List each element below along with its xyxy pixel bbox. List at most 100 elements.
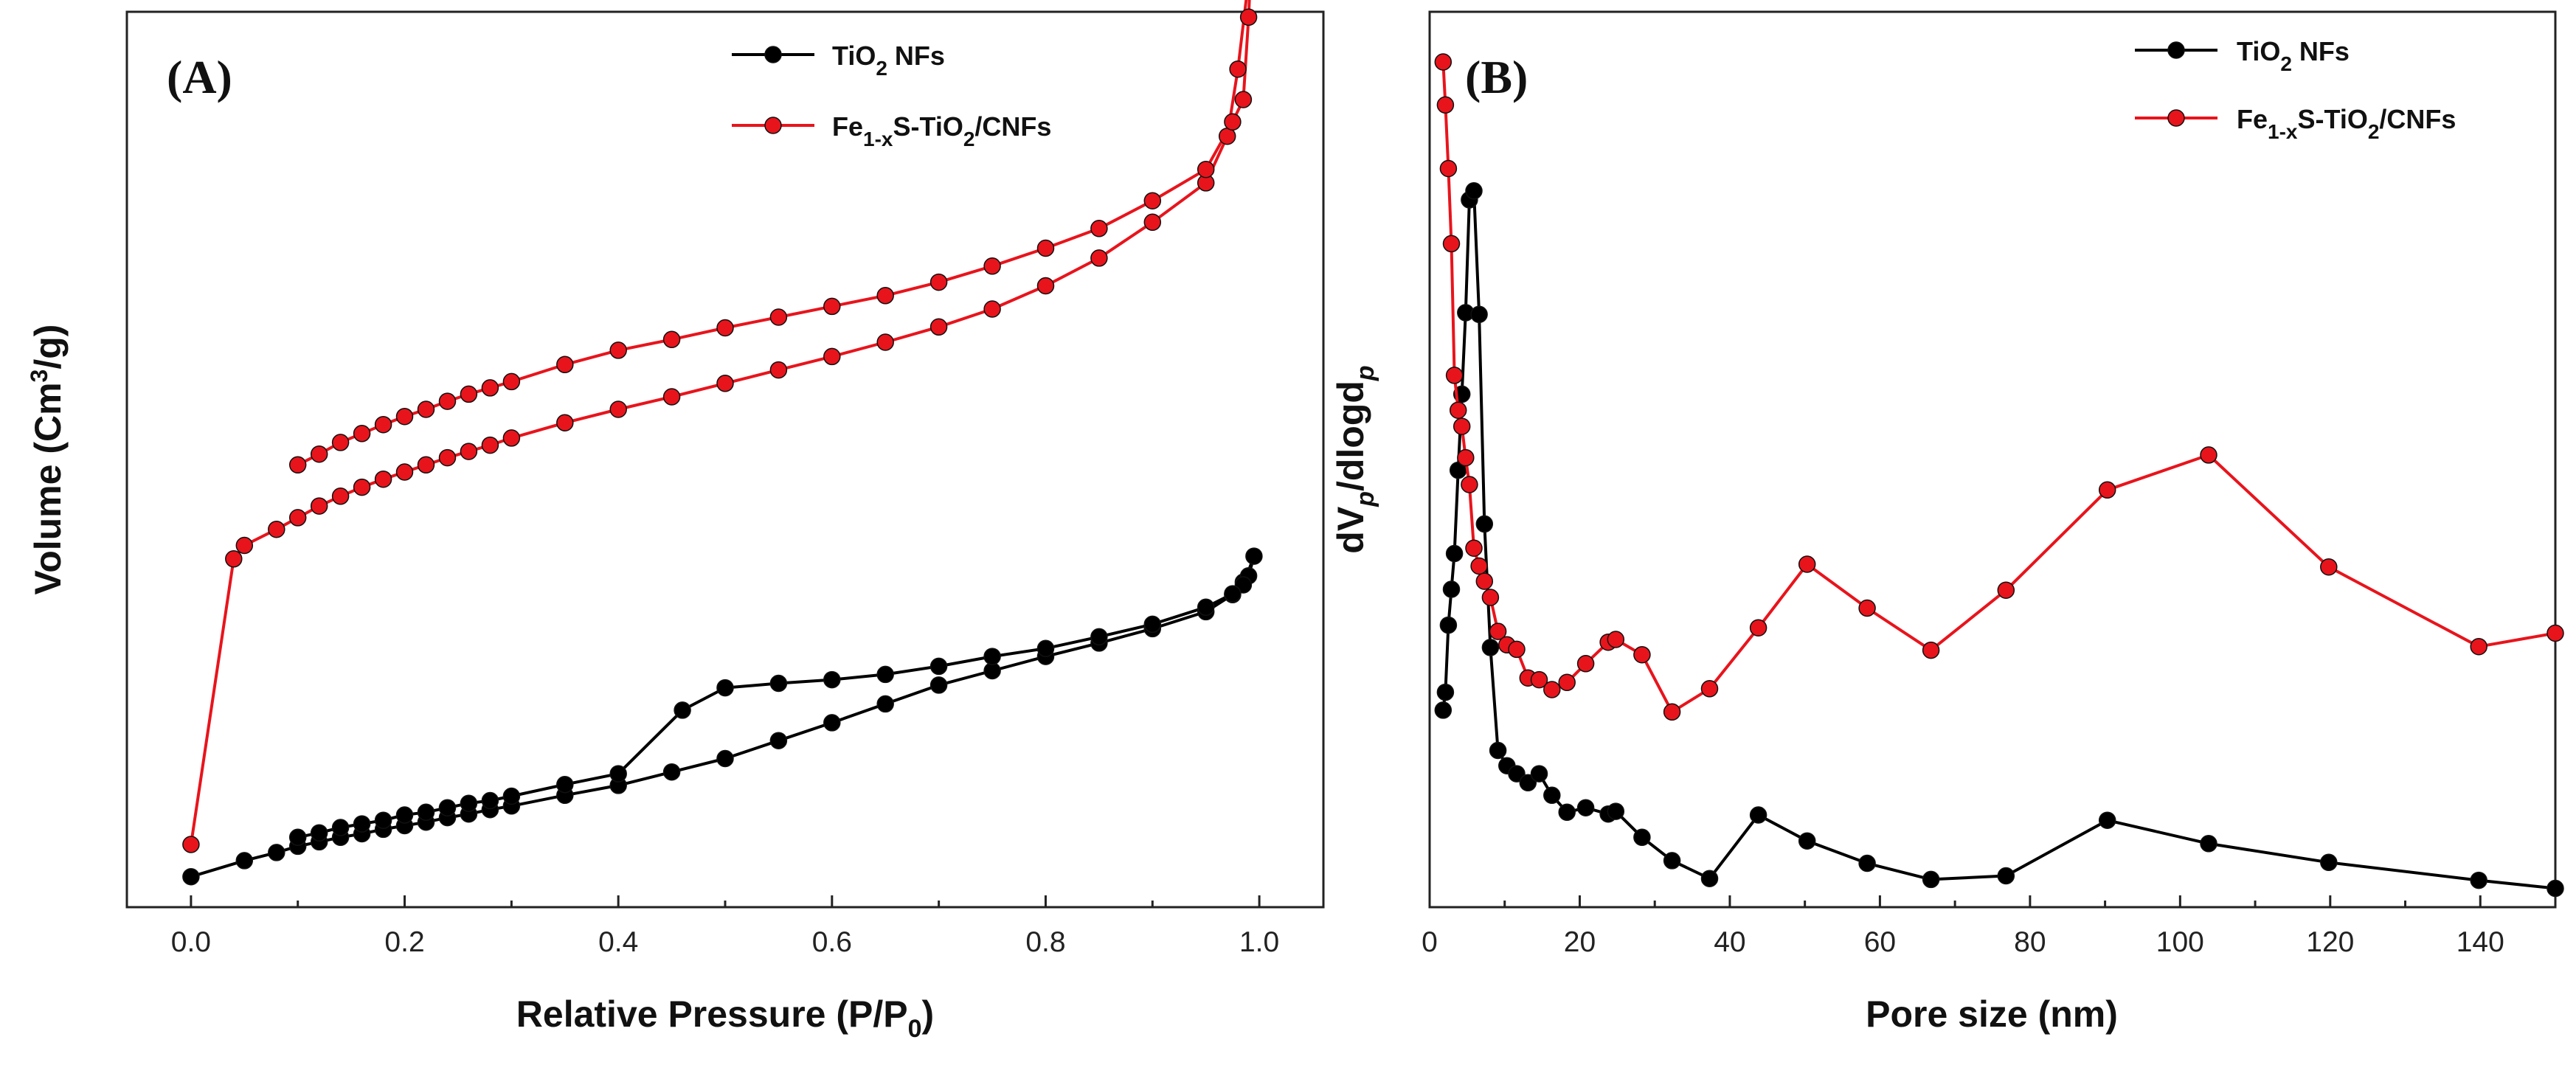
panel-b-data-point — [1858, 854, 1876, 873]
panel-b-data-point — [1489, 622, 1507, 640]
panel-b-data-point — [1922, 870, 1940, 889]
panel-a-data-point — [288, 509, 307, 527]
panel-b-data-point — [2470, 637, 2487, 656]
panel-b-data-point — [1633, 828, 1651, 847]
panel-a-x-tick-label: 1.0 — [1239, 926, 1279, 958]
panel-b: 0 20 40 60 80 100 120 140 (B) TiO2 NFs Fe1-xS-T… — [1330, 10, 2564, 1035]
panel-b-legend-label-tio2: TiO2 NFs — [2237, 36, 2350, 75]
panel-b-data-point — [1519, 774, 1537, 792]
panel-b-x-tick-label: 120 — [2306, 926, 2354, 958]
panel-a-legend-marker-tio2 — [764, 46, 782, 63]
panel-a-y-axis-title: Volume (Cm3/g) — [26, 325, 69, 595]
panel-b-data-point — [1576, 655, 1595, 673]
panel-b-data-point — [1997, 581, 2015, 599]
panel-b-data-point — [1543, 681, 1561, 698]
panel-a-data-point — [1224, 113, 1242, 131]
panel-b-data-point — [1700, 870, 1719, 887]
panel-b-data-point — [2546, 624, 2564, 642]
panel-b-x-tick-label: 0 — [1422, 926, 1438, 958]
panel-a-data-point — [769, 732, 788, 749]
panel-a-x-tick-label: 0.0 — [171, 926, 211, 958]
panel-b-data-point — [1508, 640, 1526, 659]
panel-a-data-point — [1245, 547, 1263, 565]
panel-b-data-point — [1434, 701, 1453, 719]
panel-a-data-point — [983, 257, 1001, 275]
panel-a-series-line-1 — [189, 0, 1251, 845]
panel-b-data-point — [2200, 835, 2217, 853]
panel-b-data-point — [1481, 589, 1500, 606]
panel-a-data-point — [331, 434, 350, 451]
panel-b-plot-frame — [1428, 10, 2557, 909]
panel-a-data-point — [929, 273, 948, 291]
panel-b-data-point — [1607, 802, 1625, 820]
panel-a-data-point — [1090, 220, 1108, 237]
panel-a-data-point — [1239, 8, 1258, 27]
panel-b-data-point — [1442, 580, 1461, 598]
panel-a-data-point — [1090, 628, 1108, 646]
panel-a-data-point — [268, 520, 285, 538]
panel-a-data-point — [929, 676, 948, 694]
panel-a-x-tick-label: 0.2 — [384, 926, 424, 958]
panel-a-data-point — [417, 803, 435, 822]
panel-a-data-point — [1197, 160, 1215, 178]
panel-b-data-point — [1445, 544, 1464, 563]
panel-a-data-point — [1234, 91, 1253, 108]
panel-a-data-point — [662, 763, 681, 781]
panel-a-x-tick-label: 0.6 — [812, 926, 852, 958]
panel-a-data-point — [1143, 213, 1162, 232]
panel-a-data-point — [331, 488, 350, 505]
panel-a-data-point — [502, 429, 521, 447]
panel-b-data-point — [1457, 448, 1475, 467]
panel-a-data-point — [417, 456, 435, 474]
panel-a-data-point — [417, 400, 435, 418]
panel-a-data-point — [662, 330, 681, 349]
panel-a-data-point — [438, 799, 457, 816]
panel-a-data-point — [769, 674, 788, 693]
panel-b-data-point — [1663, 852, 1681, 870]
panel-b-data-point — [1508, 765, 1526, 783]
panel-a-data-point — [395, 806, 414, 824]
panel-b-data-point — [2320, 558, 2338, 576]
panel-b-data-point — [1461, 476, 1478, 493]
panel-a-label: (A) — [167, 51, 232, 103]
panel-b-data-point — [1700, 680, 1719, 698]
panel-a-x-axis-title: Relative Pressure (P/P0) — [516, 993, 934, 1043]
panel-a-data-point — [353, 815, 371, 833]
panel-a-data-point — [502, 372, 521, 391]
panel-a-data-point — [268, 844, 285, 861]
panel-a: 0.0 0.2 0.4 0.6 0.8 1.0 (A) TiO2 NFs Fe1-xS-T… — [26, 0, 1325, 1043]
panel-b-data-point — [1633, 645, 1651, 664]
panel-a-data-point — [460, 443, 478, 460]
panel-b-data-point — [1442, 235, 1461, 253]
panel-b-x-tick-label: 140 — [2456, 926, 2504, 958]
panel-b-data-point — [1543, 786, 1561, 805]
panel-a-data-point — [662, 388, 681, 406]
panel-a-data-point — [983, 300, 1001, 318]
panel-a-x-ticks: 0.0 0.2 0.4 0.6 0.8 1.0 — [171, 895, 1279, 958]
panel-b-data-point — [1465, 182, 1483, 200]
panel-b-data-point — [2098, 481, 2116, 499]
panel-a-data-point — [1224, 585, 1242, 603]
panel-a-data-point — [481, 791, 499, 810]
panel-a-data-point — [374, 415, 392, 434]
panel-a-data-point — [310, 497, 328, 515]
panel-a-data-point — [288, 828, 307, 847]
panel-b-data-point — [1858, 599, 1876, 617]
panel-b-data-point — [1922, 641, 1940, 659]
panel-b-data-point — [1470, 305, 1488, 324]
panel-a-data-point — [288, 456, 307, 474]
panel-a-data-point — [609, 765, 627, 783]
panel-a-data-point — [716, 319, 734, 337]
panel-a-data-point — [823, 714, 841, 732]
panel-b-series-line-1 — [1441, 61, 2556, 714]
panel-b-data-point — [2320, 853, 2338, 872]
panel-b-data-point — [1436, 96, 1455, 114]
panel-b-data-point — [1530, 670, 1548, 689]
panel-b-data-point — [2098, 811, 2116, 829]
panel-b-data-point — [1434, 53, 1453, 71]
panel-b-data-point — [2470, 871, 2487, 889]
panel-a-data-point — [716, 749, 734, 768]
panel-b-data-point — [1475, 515, 1494, 533]
panel-a-data-point — [182, 867, 200, 886]
